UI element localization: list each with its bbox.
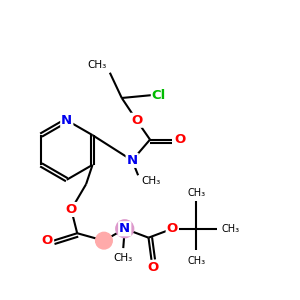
Text: O: O: [42, 234, 53, 247]
Text: CH₃: CH₃: [141, 176, 160, 186]
Text: O: O: [167, 222, 178, 235]
Text: Cl: Cl: [152, 88, 166, 101]
Text: N: N: [61, 114, 72, 127]
Text: CH₃: CH₃: [221, 224, 239, 234]
Text: CH₃: CH₃: [114, 253, 133, 262]
Text: CH₃: CH₃: [88, 60, 107, 70]
Text: O: O: [66, 203, 77, 216]
Text: O: O: [147, 261, 159, 274]
Circle shape: [96, 232, 112, 249]
Text: CH₃: CH₃: [187, 256, 205, 266]
Text: N: N: [119, 222, 130, 235]
Text: O: O: [131, 114, 142, 127]
Circle shape: [116, 220, 134, 238]
Text: N: N: [127, 154, 138, 167]
Text: O: O: [174, 133, 185, 146]
Text: CH₃: CH₃: [187, 188, 205, 198]
